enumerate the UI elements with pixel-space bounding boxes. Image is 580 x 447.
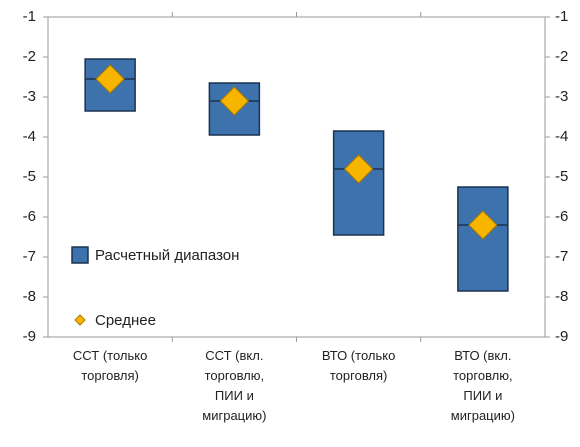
y2-tick-label: -5 bbox=[555, 168, 568, 185]
x-tick-label-line: ССТ (только bbox=[73, 348, 147, 363]
y-tick-label: -6 bbox=[23, 208, 36, 225]
y2-tick-label: -2 bbox=[555, 48, 568, 65]
y2-tick-label: -9 bbox=[555, 328, 568, 345]
y2-tick-label: -3 bbox=[555, 88, 568, 105]
x-tick-label-line: миграцию) bbox=[451, 408, 515, 423]
x-tick-label: ССТ (вкл. торговлю, ПИИ и миграцию) bbox=[202, 348, 266, 423]
y-tick-label: -2 bbox=[23, 48, 36, 65]
y2-tick-label: -7 bbox=[555, 248, 568, 265]
legend-swatch bbox=[71, 246, 89, 264]
y-tick-label: -3 bbox=[23, 88, 36, 105]
x-tick-label-line: ПИИ и bbox=[463, 388, 502, 403]
y-tick-label: -9 bbox=[23, 328, 36, 345]
mean-marker bbox=[95, 64, 125, 94]
x-tick-label-line: ПИИ и bbox=[215, 388, 254, 403]
y-tick-label: -1 bbox=[23, 8, 36, 25]
legend-swatch bbox=[74, 314, 86, 326]
mean-marker bbox=[343, 154, 374, 184]
x-tick-label: ВТО (только торговля) bbox=[322, 348, 395, 383]
y-tick-label: -7 bbox=[23, 248, 36, 265]
x-tick-label-line: торговля) bbox=[330, 368, 388, 383]
legend-label: Расчетный диапазон bbox=[95, 247, 239, 264]
x-tick-label: ССТ (только торговля) bbox=[73, 348, 147, 383]
y2-tick-label: -8 bbox=[555, 288, 568, 305]
y2-tick-label: -6 bbox=[555, 208, 568, 225]
x-tick-label: ВТО (вкл. торговлю, ПИИ и миграцию) bbox=[451, 348, 515, 423]
y2-tick-label: -4 bbox=[555, 128, 568, 145]
x-tick-label-line: ВТО (только bbox=[322, 348, 395, 363]
mean-marker bbox=[468, 210, 498, 240]
y-tick-label: -5 bbox=[23, 168, 36, 185]
x-tick-label-line: торговлю, bbox=[453, 368, 513, 383]
x-tick-label-line: миграцию) bbox=[202, 408, 266, 423]
mean-marker bbox=[219, 86, 250, 116]
y-tick-label: -4 bbox=[23, 128, 36, 145]
y-tick-label: -8 bbox=[23, 288, 36, 305]
x-tick-label-line: торговлю, bbox=[205, 368, 265, 383]
y2-tick-label: -1 bbox=[555, 8, 568, 25]
legend-label: Среднее bbox=[95, 312, 156, 329]
x-tick-label-line: ССТ (вкл. bbox=[205, 348, 263, 363]
x-tick-label-line: торговля) bbox=[81, 368, 139, 383]
x-tick-label-line: ВТО (вкл. bbox=[454, 348, 511, 363]
